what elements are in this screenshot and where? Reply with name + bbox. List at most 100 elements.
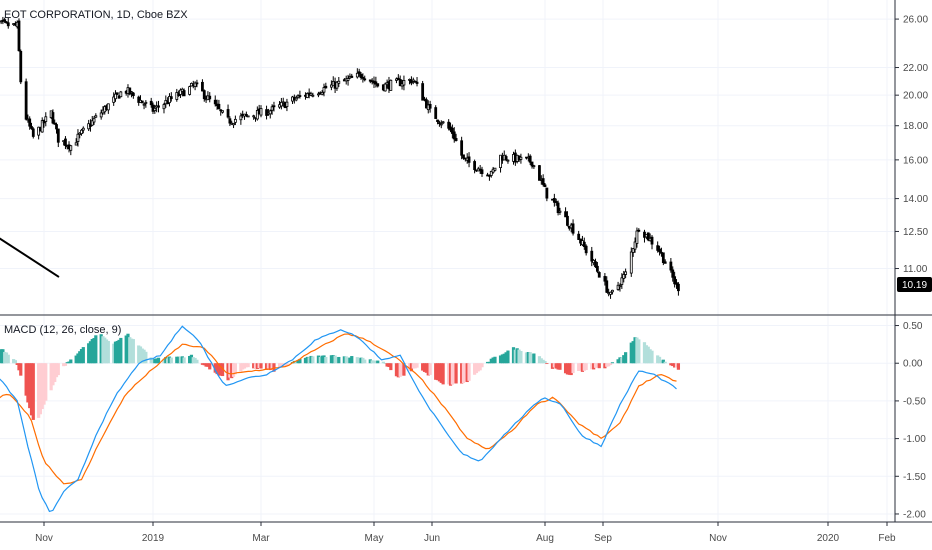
candle-body bbox=[436, 119, 439, 122]
histogram-bar bbox=[524, 352, 529, 364]
candle-body bbox=[538, 165, 541, 181]
candle bbox=[259, 105, 263, 118]
candle-body bbox=[56, 128, 60, 143]
histogram-bar bbox=[106, 341, 110, 364]
candle-body bbox=[467, 156, 471, 163]
candle bbox=[595, 261, 599, 274]
candle bbox=[119, 90, 123, 98]
histogram-bar bbox=[610, 362, 615, 364]
histogram-bar bbox=[252, 363, 256, 369]
histogram-bar bbox=[264, 363, 269, 370]
histogram-bar bbox=[3, 351, 7, 364]
histogram-bar bbox=[473, 363, 477, 375]
candle-body bbox=[571, 223, 575, 234]
candle-body bbox=[175, 92, 179, 100]
histogram-bar bbox=[182, 357, 186, 364]
candle bbox=[584, 244, 588, 256]
histogram-bar bbox=[195, 359, 199, 364]
price-tick-label: 22.00 bbox=[903, 63, 928, 74]
histogram-bar bbox=[124, 335, 128, 364]
candle bbox=[616, 281, 620, 291]
candle bbox=[493, 167, 497, 172]
price-axis[interactable]: 26.00 22.00 20.00 18.00 16.00 14.00 12.50 11.00 bbox=[895, 15, 928, 275]
histogram-bar bbox=[79, 349, 84, 364]
histogram-bar bbox=[631, 341, 635, 364]
histogram-bar bbox=[255, 363, 259, 369]
histogram-bar bbox=[104, 339, 109, 364]
candle bbox=[438, 120, 441, 127]
histogram-bar bbox=[257, 363, 261, 369]
candle-body bbox=[268, 110, 272, 115]
candle-body bbox=[202, 90, 206, 100]
candle bbox=[140, 100, 144, 104]
candle bbox=[441, 120, 445, 125]
histogram-bar bbox=[633, 337, 637, 364]
histogram-bar bbox=[296, 360, 300, 364]
histogram-bar bbox=[6, 354, 10, 364]
candle-body bbox=[595, 265, 599, 272]
candle-body bbox=[611, 289, 614, 293]
histogram-bar bbox=[673, 363, 677, 368]
histogram-bar bbox=[90, 338, 94, 364]
last-price-label: 10.19 bbox=[897, 277, 932, 292]
histogram-bar bbox=[15, 363, 19, 365]
histogram-bar bbox=[528, 352, 532, 364]
candle-body bbox=[675, 282, 678, 285]
time-tick-label: Nov bbox=[709, 533, 727, 544]
histogram-bar bbox=[422, 363, 427, 372]
candle-body bbox=[80, 129, 83, 135]
trendline[interactable] bbox=[0, 55, 60, 278]
candle bbox=[30, 122, 33, 130]
histogram-bar bbox=[81, 347, 85, 364]
histogram-bar bbox=[460, 363, 464, 384]
histogram-bar bbox=[169, 357, 173, 364]
histogram-bar bbox=[355, 357, 359, 364]
candle-body bbox=[594, 261, 597, 268]
histogram-bar bbox=[372, 360, 376, 364]
candle-body bbox=[112, 96, 116, 103]
histogram-bar bbox=[622, 355, 626, 364]
candle bbox=[309, 91, 313, 97]
candle bbox=[226, 104, 230, 119]
histogram-bar bbox=[620, 358, 624, 364]
candle-body bbox=[677, 283, 680, 292]
time-axis[interactable]: Nov 2019 Mar May Jun Aug Sep Nov 2020 Feb bbox=[35, 522, 896, 544]
histogram-bar bbox=[206, 363, 210, 367]
histogram-bar bbox=[231, 363, 236, 377]
candle bbox=[64, 136, 67, 150]
candle bbox=[99, 109, 103, 120]
candle bbox=[462, 154, 465, 160]
macd-tick-label: -0.50 bbox=[903, 396, 926, 407]
histogram-bar bbox=[441, 363, 445, 385]
candle-body bbox=[389, 79, 393, 91]
histogram-bar bbox=[200, 363, 205, 365]
histogram-bar bbox=[294, 360, 298, 364]
histogram-bar bbox=[331, 355, 335, 364]
candle bbox=[538, 165, 541, 181]
histogram-bar bbox=[421, 363, 425, 371]
candle bbox=[169, 92, 173, 102]
histogram-bar bbox=[311, 356, 315, 364]
candle-body bbox=[311, 94, 315, 97]
candle-body bbox=[144, 101, 148, 104]
histogram-bar bbox=[28, 363, 32, 409]
candle-body bbox=[228, 118, 232, 124]
histogram-bar bbox=[434, 363, 438, 380]
candle bbox=[182, 88, 186, 97]
histogram-bar bbox=[167, 356, 172, 364]
histogram-bar bbox=[103, 337, 107, 364]
histogram-bar bbox=[305, 356, 309, 364]
macd-axis[interactable]: 0.50 0.00 -0.50 -1.00 -1.50 -2.00 bbox=[895, 321, 926, 520]
candle-body bbox=[441, 121, 445, 124]
histogram-bar bbox=[376, 360, 380, 364]
candle bbox=[389, 79, 393, 91]
histogram-bar bbox=[74, 355, 78, 364]
histogram-bar bbox=[646, 346, 650, 364]
candle bbox=[545, 187, 549, 202]
candle-body bbox=[499, 154, 502, 169]
candle-body bbox=[69, 145, 73, 151]
histogram-bar bbox=[78, 351, 82, 364]
histogram-bar bbox=[545, 363, 549, 365]
candle-body bbox=[637, 229, 641, 232]
candle-body bbox=[169, 96, 173, 100]
